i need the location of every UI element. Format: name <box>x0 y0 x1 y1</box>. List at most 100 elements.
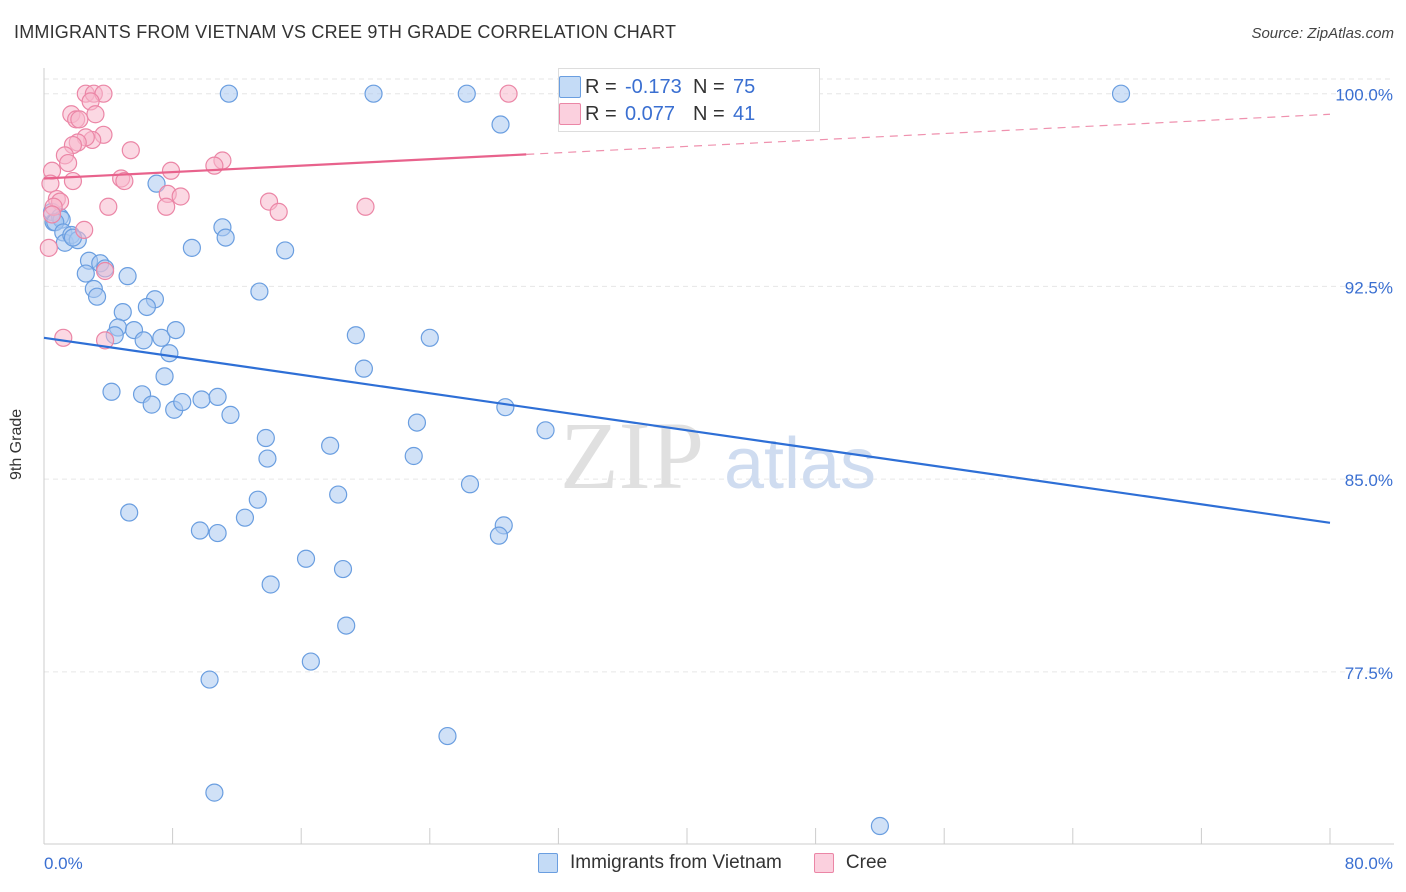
legend-n-label: N = <box>693 75 725 98</box>
point-vietnam <box>205 783 224 802</box>
point-vietnam <box>491 115 510 134</box>
point-vietnam <box>256 428 275 448</box>
legend-item-cree: Cree <box>813 852 888 874</box>
tick-labels: 77.5% 85.0% 92.5% 100.0% 0.0% 80.0% <box>44 86 1393 873</box>
point-vietnam <box>192 390 211 409</box>
point-vietnam <box>216 228 235 247</box>
series-legend: Immigrants from Vietnam Cree <box>538 852 919 874</box>
point-vietnam <box>870 816 890 836</box>
point-vietnam <box>182 238 201 257</box>
point-vietnam <box>137 297 156 317</box>
legend-label-cree: Cree <box>845 852 888 873</box>
point-vietnam <box>147 174 166 193</box>
point-vietnam <box>248 490 267 509</box>
point-cree <box>63 171 83 191</box>
point-vietnam <box>457 84 476 103</box>
point-vietnam <box>364 84 383 103</box>
point-vietnam <box>102 382 121 401</box>
point-vietnam <box>333 559 353 579</box>
legend-row-vietnam: R = -0.173 N = 75 <box>559 73 756 101</box>
point-vietnam <box>407 413 427 432</box>
watermark: ZIP atlas <box>560 402 876 509</box>
point-cree <box>115 171 134 191</box>
point-vietnam <box>155 367 174 386</box>
point-vietnam <box>1111 84 1131 103</box>
legend-r-label: R = <box>585 102 617 125</box>
legend-n-value: 75 <box>733 75 756 98</box>
source-credit: Source: ZipAtlas.com <box>1251 25 1394 42</box>
legend-n-label: N = <box>693 102 725 125</box>
point-cree <box>54 328 73 347</box>
point-vietnam <box>496 398 515 417</box>
watermark-zip: ZIP <box>560 402 704 509</box>
legend-label-vietnam: Immigrants from Vietnam <box>570 852 782 873</box>
point-vietnam <box>489 526 509 545</box>
trend-line-vietnam <box>43 336 1331 524</box>
watermark-atlas: atlas <box>724 424 876 504</box>
point-vietnam <box>301 652 320 671</box>
point-vietnam <box>190 521 210 540</box>
chart-title: IMMIGRANTS FROM VIETNAM VS CREE 9TH GRAD… <box>14 22 677 42</box>
legend-swatch-cree <box>813 853 834 873</box>
point-cree <box>99 197 118 216</box>
point-vietnam <box>261 575 280 594</box>
point-vietnam <box>221 405 240 424</box>
point-cree <box>121 141 140 160</box>
point-vietnam <box>160 344 179 363</box>
legend-r-value: -0.173 <box>625 75 682 98</box>
trend-lines <box>43 113 1331 524</box>
point-vietnam <box>219 84 238 103</box>
legend-r-label: R = <box>585 75 617 98</box>
axes <box>43 68 1394 845</box>
point-cree <box>95 331 115 350</box>
point-vietnam <box>296 549 316 568</box>
point-vietnam <box>354 359 373 378</box>
point-cree <box>86 105 105 124</box>
x-tick-label: 0.0% <box>44 854 83 873</box>
x-tick-label: 80.0% <box>1345 854 1393 873</box>
point-vietnam <box>200 670 219 689</box>
point-vietnam <box>208 387 227 407</box>
y-axis-label: 9th Grade <box>8 408 25 480</box>
point-vietnam <box>346 326 365 345</box>
point-vietnam <box>250 282 269 301</box>
point-vietnam <box>120 503 139 522</box>
point-cree <box>59 153 78 173</box>
legend-r-value: 0.077 <box>625 102 676 125</box>
point-vietnam <box>152 328 171 347</box>
point-vietnam <box>76 264 95 283</box>
point-vietnam <box>173 392 192 412</box>
point-cree <box>42 205 62 224</box>
point-vietnam <box>235 508 255 527</box>
y-tick-label: 77.5% <box>1345 664 1393 683</box>
point-cree <box>95 261 115 281</box>
point-vietnam <box>420 328 439 347</box>
point-cree <box>205 156 224 175</box>
legend-swatch-cree <box>559 103 581 125</box>
point-cree <box>39 238 58 257</box>
point-vietnam <box>536 421 555 440</box>
legend-swatch-vietnam <box>559 76 581 98</box>
point-vietnam <box>166 320 185 340</box>
point-cree <box>269 202 288 221</box>
point-vietnam <box>208 523 227 543</box>
point-vietnam <box>258 449 277 468</box>
y-tick-label: 100.0% <box>1335 86 1393 105</box>
point-vietnam <box>134 331 153 350</box>
legend-swatch-vietnam <box>538 853 558 873</box>
point-vietnam <box>460 475 480 494</box>
legend-row-cree: R = 0.077 N = 41 <box>559 100 756 128</box>
point-vietnam <box>113 303 132 322</box>
y-tick-label: 92.5% <box>1345 278 1393 297</box>
point-vietnam <box>329 485 348 504</box>
point-vietnam <box>438 726 457 746</box>
point-vietnam <box>87 287 107 306</box>
point-vietnam <box>321 436 340 455</box>
point-vietnam <box>276 241 295 260</box>
trend-line-cree <box>43 153 527 180</box>
point-vietnam <box>337 616 356 635</box>
y-tick-label: 85.0% <box>1345 471 1393 490</box>
legend-item-vietnam: Immigrants from Vietnam <box>538 852 782 874</box>
legend-n-value: 41 <box>733 102 756 125</box>
